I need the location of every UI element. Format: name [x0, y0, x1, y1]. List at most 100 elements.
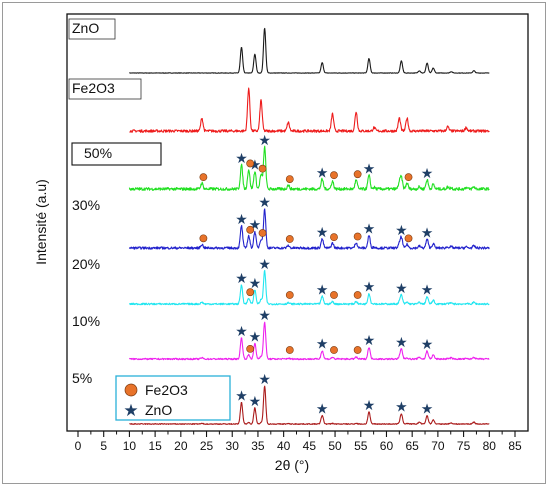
fe2o3-circle-marker	[404, 234, 413, 243]
series-line-50	[128, 145, 490, 191]
x-axis: 0 5 10 15 20 25 30 35 40 45 50 55 60 65 70 75 80 85	[75, 431, 522, 453]
sample-label: 10%	[72, 313, 100, 329]
fe2o3-circle-marker	[285, 235, 294, 243]
zno-star-marker: ★	[316, 165, 329, 181]
zno-star-marker: ★	[363, 398, 376, 414]
y-axis-title: Intensité (a.u)	[33, 179, 49, 265]
series-line-zno	[129, 27, 490, 74]
fe2o3-circle-marker	[353, 346, 362, 354]
fe2o3-circle-marker	[330, 233, 338, 242]
x-tick-label: 85	[508, 439, 522, 453]
sample-label: 20%	[72, 256, 100, 272]
zno-star-marker: ★	[249, 394, 262, 410]
x-axis-title: 2θ (°)	[275, 457, 309, 473]
sample-label: 50%	[84, 145, 112, 161]
zno-star-marker: ★	[258, 195, 271, 211]
zno-star-marker: ★	[258, 308, 271, 324]
x-tick-label: 20	[174, 439, 188, 453]
zno-star-marker: ★	[249, 329, 262, 345]
zno-star-marker: ★	[363, 333, 376, 349]
zno-star-marker: ★	[421, 402, 434, 418]
zno-star-marker: ★	[395, 400, 408, 416]
x-tick-label: 55	[354, 439, 368, 453]
x-tick-label: 75	[457, 439, 471, 453]
zno-star-marker: ★	[235, 271, 248, 287]
fe2o3-circle-marker	[330, 171, 338, 180]
fe2o3-circle-marker	[285, 175, 294, 183]
fe2o3-circle-marker	[404, 173, 413, 182]
zno-star-marker: ★	[395, 223, 408, 239]
legend-label: ZnO	[145, 402, 172, 418]
zno-star-marker: ★	[235, 212, 248, 228]
zno-star-marker: ★	[363, 279, 376, 295]
zno-star-marker: ★	[235, 388, 248, 404]
series-line-10	[128, 321, 490, 361]
zno-star-marker: ★	[316, 225, 329, 241]
legend-box	[115, 375, 231, 421]
zno-star-marker: ★	[421, 337, 434, 353]
x-tick-label: 35	[251, 439, 265, 453]
fe2o3-circle-marker	[246, 288, 255, 297]
series-line-fe2o3	[129, 87, 490, 133]
sample-label: 5%	[72, 370, 92, 386]
x-tick-label: 70	[431, 439, 445, 453]
legend-label: Fe2O3	[145, 382, 188, 398]
fe2o3-circle-marker	[258, 164, 267, 173]
x-tick-label: 0	[75, 439, 82, 453]
x-tick-label: 80	[483, 439, 497, 453]
zno-star-marker: ★	[363, 162, 376, 178]
fe2o3-circle-marker	[330, 291, 338, 299]
pattern-curves	[128, 27, 490, 425]
fe2o3-circle-marker	[353, 170, 362, 179]
phase-markers: ★ ★★★ ★ ★★ ★★★ ★ ★ ★★ ★★★ ★ ★ ★★ ★★★ ★ ★ ★★ ★★★ ★ ★ ★	[199, 133, 434, 418]
series-line-20	[128, 269, 490, 306]
fe2o3-circle-marker	[199, 173, 208, 182]
legend: Fe2O3 ★ ZnO	[115, 375, 231, 421]
sample-label: Fe2O3	[72, 80, 115, 96]
sample-label: ZnO	[72, 20, 99, 36]
zno-star-marker: ★	[421, 283, 434, 299]
zno-star-marker: ★	[395, 335, 408, 351]
x-tick-label: 65	[405, 439, 419, 453]
zno-star-marker: ★	[235, 324, 248, 340]
x-tick-label: 25	[200, 439, 214, 453]
x-tick-label: 30	[226, 439, 240, 453]
zno-star-marker: ★	[249, 276, 262, 292]
zno-star-marker: ★	[258, 133, 271, 149]
legend-circle-icon	[124, 383, 138, 397]
legend-star-icon: ★	[123, 401, 138, 421]
zno-star-marker: ★	[395, 281, 408, 297]
fe2o3-circle-marker	[285, 346, 294, 354]
zno-star-marker: ★	[421, 166, 434, 182]
zno-star-marker: ★	[235, 151, 248, 167]
x-tick-label: 60	[380, 439, 394, 453]
x-tick-label: 5	[100, 439, 107, 453]
fe2o3-circle-marker	[330, 346, 338, 354]
x-tick-label: 45	[303, 439, 317, 453]
sample-label-box	[68, 78, 142, 100]
zno-star-marker: ★	[316, 336, 329, 352]
zno-star-marker: ★	[258, 372, 271, 388]
plot-area-border	[66, 13, 529, 432]
sample-label-box	[68, 18, 116, 40]
fe2o3-circle-marker	[258, 229, 267, 237]
sample-labels: ZnO Fe2O3 50% 30% 20% 10% 5%	[68, 18, 162, 386]
series-line-5	[129, 385, 490, 425]
fe2o3-circle-marker	[246, 159, 255, 168]
fe2o3-circle-marker	[285, 291, 294, 299]
x-tick-label: 10	[123, 439, 137, 453]
zno-star-marker: ★	[316, 282, 329, 298]
fe2o3-circle-marker	[246, 344, 255, 353]
zno-star-marker: ★	[258, 257, 271, 273]
fe2o3-circle-marker	[199, 234, 208, 243]
zno-star-marker: ★	[421, 225, 434, 241]
sample-label-box	[71, 142, 162, 166]
x-tick-label: 50	[328, 439, 342, 453]
series-line-30	[128, 208, 490, 250]
zno-star-marker: ★	[363, 222, 376, 238]
x-tick-label: 15	[148, 439, 162, 453]
fe2o3-circle-marker	[353, 232, 362, 241]
fe2o3-circle-marker	[353, 291, 362, 299]
sample-label: 30%	[72, 197, 100, 213]
